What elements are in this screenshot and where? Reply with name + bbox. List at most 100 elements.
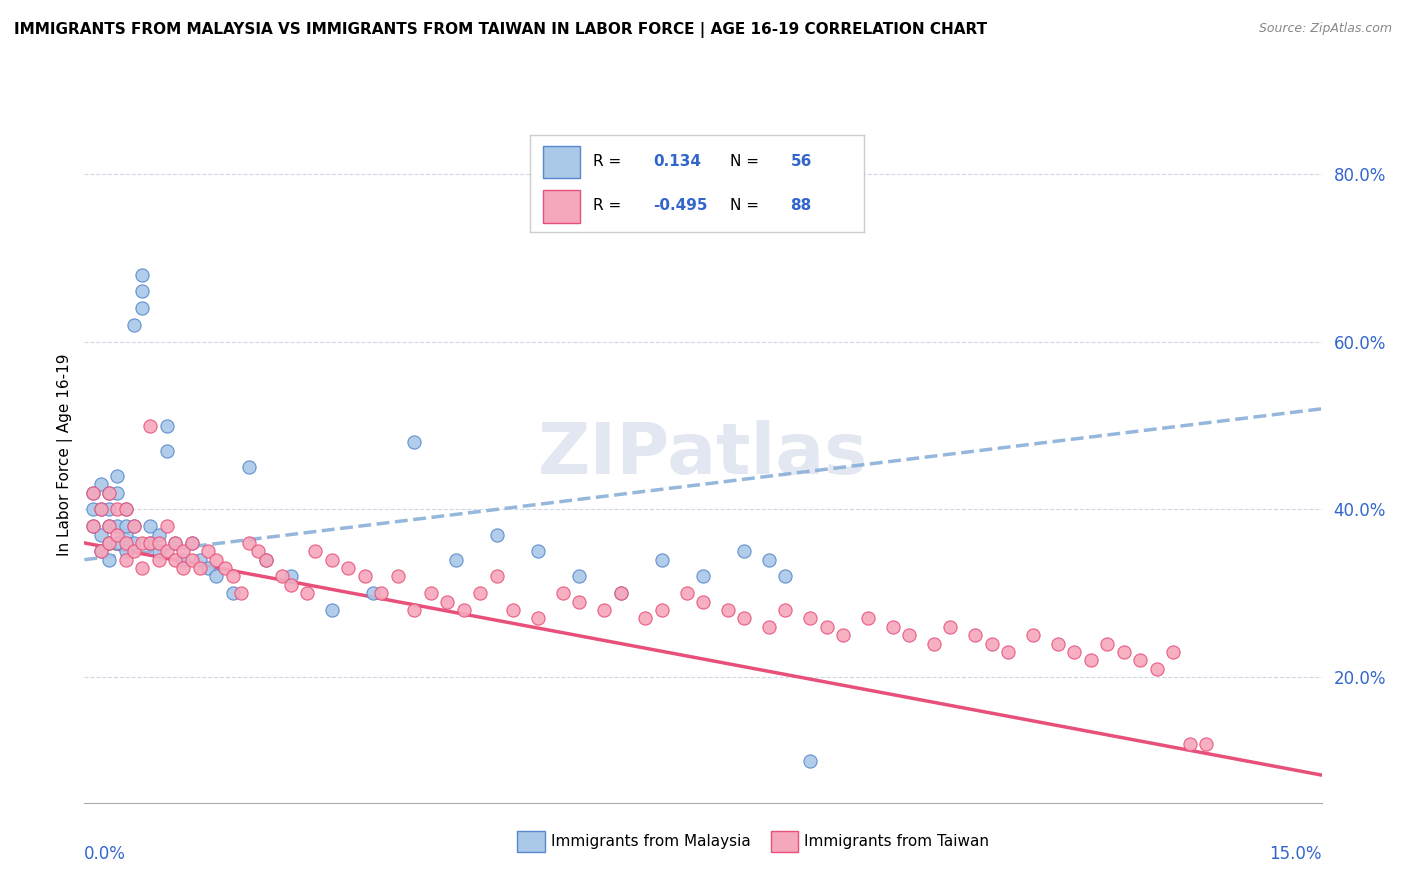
Point	[651, 552, 673, 566]
Point	[180, 552, 202, 566]
Point	[131, 285, 153, 299]
Point	[148, 552, 170, 566]
Point	[856, 611, 879, 625]
Point	[1095, 636, 1118, 650]
Point	[90, 502, 112, 516]
Point	[758, 620, 780, 634]
Point	[502, 603, 524, 617]
Point	[609, 586, 631, 600]
Point	[90, 502, 112, 516]
Point	[692, 569, 714, 583]
Point	[82, 519, 104, 533]
Point	[271, 569, 294, 583]
Point	[799, 754, 821, 768]
Point	[172, 544, 194, 558]
Point	[775, 603, 797, 617]
Point	[222, 586, 245, 600]
Point	[98, 485, 121, 500]
Point	[114, 502, 136, 516]
Point	[527, 544, 550, 558]
Point	[156, 418, 179, 433]
Point	[387, 569, 409, 583]
Point	[172, 552, 194, 566]
Point	[485, 569, 508, 583]
Text: ZIPatlas: ZIPatlas	[538, 420, 868, 490]
Point	[165, 536, 187, 550]
Point	[90, 544, 112, 558]
Point	[370, 586, 392, 600]
Point	[105, 527, 128, 541]
Point	[222, 569, 245, 583]
Point	[205, 552, 228, 566]
Point	[651, 603, 673, 617]
Point	[82, 485, 104, 500]
Point	[238, 460, 260, 475]
Point	[98, 485, 121, 500]
Point	[197, 561, 219, 575]
Y-axis label: In Labor Force | Age 16-19: In Labor Force | Age 16-19	[58, 353, 73, 557]
Point	[180, 536, 202, 550]
Point	[321, 603, 343, 617]
Point	[882, 620, 904, 634]
Text: 15.0%: 15.0%	[1270, 845, 1322, 863]
Bar	[770, 830, 799, 852]
Point	[551, 586, 574, 600]
Text: 0.0%: 0.0%	[84, 845, 127, 863]
Point	[188, 552, 211, 566]
Point	[280, 578, 302, 592]
Point	[997, 645, 1019, 659]
Point	[1161, 645, 1184, 659]
Point	[172, 561, 194, 575]
Point	[321, 552, 343, 566]
Point	[122, 544, 145, 558]
Point	[1046, 636, 1069, 650]
Point	[775, 569, 797, 583]
Point	[404, 435, 426, 450]
Point	[105, 519, 128, 533]
Point	[980, 636, 1002, 650]
Point	[939, 620, 962, 634]
Point	[165, 536, 187, 550]
Point	[922, 636, 945, 650]
Point	[98, 552, 121, 566]
Point	[593, 603, 616, 617]
Point	[717, 603, 740, 617]
Text: IMMIGRANTS FROM MALAYSIA VS IMMIGRANTS FROM TAIWAN IN LABOR FORCE | AGE 16-19 CO: IMMIGRANTS FROM MALAYSIA VS IMMIGRANTS F…	[14, 22, 987, 38]
Point	[568, 569, 591, 583]
Point	[965, 628, 987, 642]
Point	[98, 502, 121, 516]
Point	[436, 594, 458, 608]
Point	[634, 611, 657, 625]
Point	[453, 603, 475, 617]
Point	[90, 527, 112, 541]
Point	[214, 561, 236, 575]
Point	[733, 611, 755, 625]
Point	[337, 561, 360, 575]
Point	[139, 418, 162, 433]
Point	[1112, 645, 1135, 659]
Point	[131, 536, 153, 550]
Text: Source: ZipAtlas.com: Source: ZipAtlas.com	[1258, 22, 1392, 36]
Point	[131, 268, 153, 282]
Text: Immigrants from Malaysia: Immigrants from Malaysia	[551, 833, 751, 848]
Point	[90, 544, 112, 558]
Point	[1063, 645, 1085, 659]
Point	[470, 586, 492, 600]
Point	[122, 318, 145, 332]
Point	[165, 552, 187, 566]
Point	[98, 536, 121, 550]
Point	[1129, 653, 1152, 667]
Point	[353, 569, 375, 583]
Point	[254, 552, 277, 566]
Point	[1022, 628, 1045, 642]
Point	[295, 586, 318, 600]
Point	[139, 519, 162, 533]
Point	[180, 536, 202, 550]
Point	[1195, 737, 1218, 751]
Point	[419, 586, 441, 600]
Point	[98, 536, 121, 550]
Point	[799, 611, 821, 625]
Point	[114, 544, 136, 558]
Point	[568, 594, 591, 608]
Point	[280, 569, 302, 583]
